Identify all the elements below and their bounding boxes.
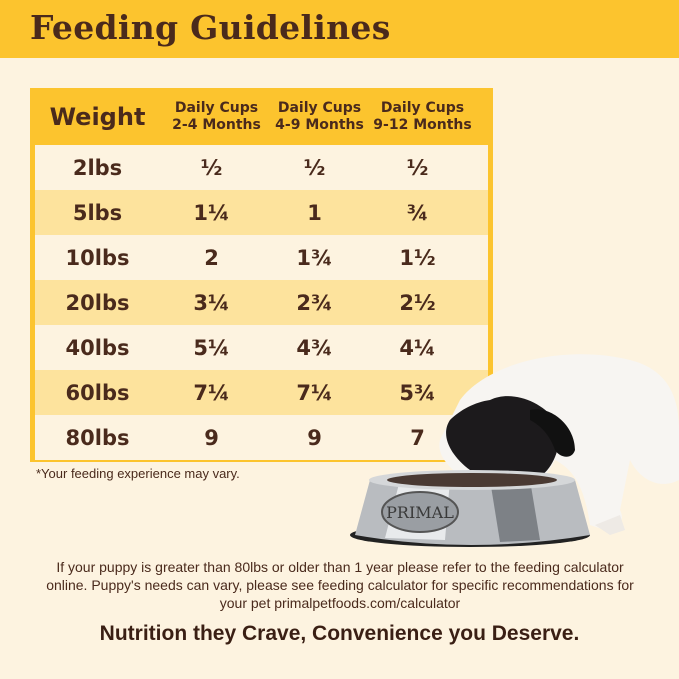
table-header: Weight Daily Cups 2-4 Months Daily Cups … [30, 88, 493, 145]
cups-cell: 7 [410, 425, 425, 450]
weight-cell: 60lbs [65, 380, 130, 405]
cups-cell: 1¾ [296, 245, 333, 270]
cups-cell: 1¼ [193, 200, 230, 225]
puppy-eating-from-bowl-image: PRIMAL [350, 354, 679, 547]
cups-cell: 2 [204, 245, 219, 270]
table-row: 60lbs 7¼ 7¼ 5¾ [35, 370, 488, 415]
cups-cell: 4¾ [296, 335, 333, 360]
cups-cell: 5¼ [193, 335, 230, 360]
cups-cell: 9 [307, 425, 322, 450]
cups-cell: ½ [303, 155, 326, 180]
weight-cell: 20lbs [65, 290, 130, 315]
cups-cell: 4¼ [399, 335, 436, 360]
header-line2: 4-9 Months [275, 116, 364, 133]
weight-cell: 2lbs [72, 155, 123, 180]
header-9-12-months: Daily Cups 9-12 Months [371, 88, 474, 145]
cups-cell: 2¾ [296, 290, 333, 315]
table-row: 40lbs 5¼ 4¾ 4¼ [35, 325, 488, 370]
header-line1: Daily Cups [380, 99, 465, 116]
bowl-icon: PRIMAL [350, 470, 590, 547]
cups-cell: ½ [200, 155, 223, 180]
cups-cell: 3¼ [193, 290, 230, 315]
weight-cell: 10lbs [65, 245, 130, 270]
cups-cell: 1½ [399, 245, 436, 270]
cups-cell: 7¼ [193, 380, 230, 405]
table-row: 5lbs 1¼ 1 ¾ [35, 190, 488, 235]
title-banner [0, 0, 679, 58]
header-weight: Weight [49, 102, 146, 131]
cups-cell: 5¾ [399, 380, 436, 405]
footnote: *Your feeding experience may vary. [36, 466, 240, 481]
weight-cell: 80lbs [65, 425, 130, 450]
header-line1: Daily Cups [174, 99, 259, 116]
header-line2: 2-4 Months [172, 116, 261, 133]
table-row: 80lbs 9 9 7 [35, 415, 488, 460]
header-line1: Daily Cups [277, 99, 362, 116]
weight-cell: 5lbs [72, 200, 123, 225]
table-row: 10lbs 2 1¾ 1½ [35, 235, 488, 280]
cups-cell: 2½ [399, 290, 436, 315]
cups-cell: ¾ [406, 200, 429, 225]
page-title: Feeding Guidelines [30, 8, 391, 47]
table-row: 20lbs 3¼ 2¾ 2½ [35, 280, 488, 325]
header-2-4-months: Daily Cups 2-4 Months [165, 88, 268, 145]
cups-cell: 1 [307, 200, 322, 225]
cups-cell: ½ [406, 155, 429, 180]
header-4-9-months: Daily Cups 4-9 Months [268, 88, 371, 145]
cups-cell: 7¼ [296, 380, 333, 405]
weight-cell: 40lbs [65, 335, 130, 360]
feeding-table: Weight Daily Cups 2-4 Months Daily Cups … [30, 88, 493, 462]
tagline: Nutrition they Crave, Convenience you De… [99, 622, 580, 645]
calculator-note: If your puppy is greater than 80lbs or o… [46, 559, 634, 611]
table-row: 2lbs ½ ½ ½ [35, 145, 488, 190]
header-line2: 9-12 Months [373, 116, 472, 133]
cups-cell: 9 [204, 425, 219, 450]
bowl-logo: PRIMAL [386, 503, 454, 522]
